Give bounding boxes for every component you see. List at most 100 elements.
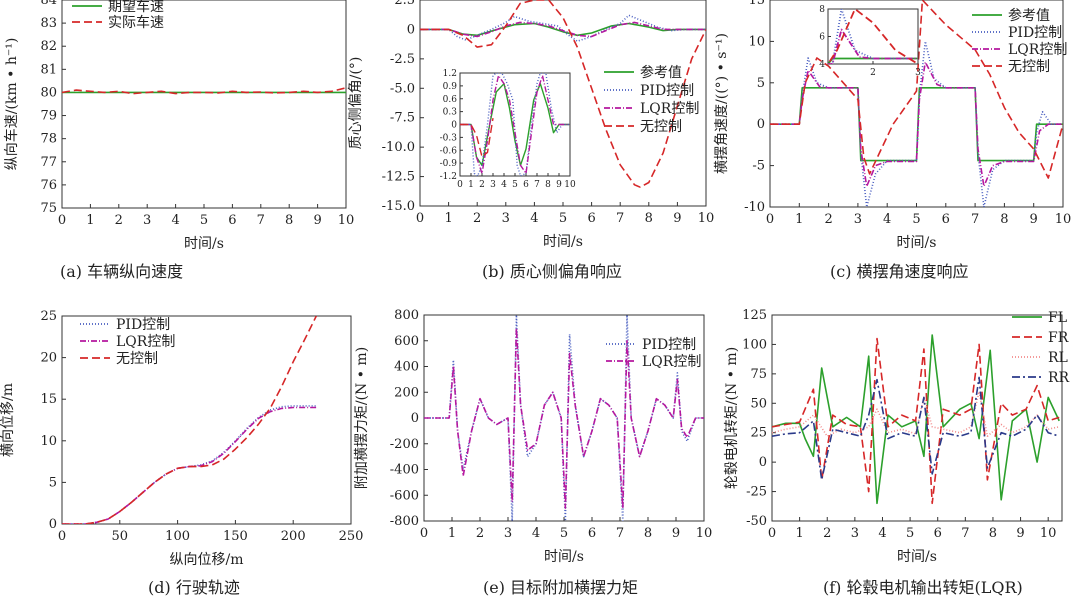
chart-panel-2: 0 1 2 3 4 5 6 7 8 9 10 -10 -5 0 5 10 15 时间/s 横摆角速度/((°) • … <box>714 0 1072 281</box>
panel-caption: (e) 目标附加横摆力矩 <box>483 578 638 597</box>
y-tick-label: 83 <box>40 16 57 31</box>
x-tick-label: 250 <box>339 529 364 544</box>
x-tick-label: 8 <box>644 526 652 541</box>
series-line-0 <box>770 87 1063 162</box>
x-tick-label: 4 <box>532 526 540 541</box>
inset-x-tick-label: 2 <box>479 180 485 190</box>
legend-label: 期望车速 <box>108 0 164 15</box>
legend-label: 参考值 <box>640 64 682 81</box>
x-tick-label: 9 <box>672 526 680 541</box>
legend-label: RR <box>1048 370 1070 386</box>
y-tick-label: -10 <box>744 200 765 215</box>
y-tick-label: -7.5 <box>390 111 415 126</box>
x-tick-label: 0 <box>58 529 66 544</box>
x-tick-label: 9 <box>1016 526 1024 541</box>
chart-panel-1: 0 1 2 3 4 5 6 7 8 9 10-15.0-12.5-10.0-7.5-5.0-2.50… <box>348 0 714 281</box>
x-tick-label: 2 <box>824 212 832 227</box>
x-tick-label: 200 <box>281 529 306 544</box>
inset-x-tick-label: 5 <box>512 180 518 190</box>
legend-label: PID控制 <box>640 83 694 99</box>
x-tick-label: 100 <box>165 529 190 544</box>
legend-label: RL <box>1048 350 1068 366</box>
x-tick-label: 10 <box>1055 212 1072 227</box>
legend-label: 无控制 <box>1008 59 1050 75</box>
y-tick-label: -25 <box>746 485 767 500</box>
y-tick-label: 100 <box>742 337 767 352</box>
inset-plot: 0 1 2 3 4 5 6 7 8 9 10-1.2-0.9-0.6-0.300.30.60.91.… <box>440 69 576 190</box>
x-tick-label: 2 <box>476 526 484 541</box>
y-tick-label: 82 <box>40 39 57 54</box>
y-tick-label: -600 <box>390 488 419 503</box>
x-tick-label: 6 <box>228 213 236 228</box>
inset-series-line-2 <box>460 74 570 175</box>
x-tick-label: 2 <box>115 213 123 228</box>
x-axis-label: 时间/s <box>184 236 224 252</box>
inset-y-tick-label: -1.2 <box>440 172 457 182</box>
x-tick-label: 2 <box>823 526 831 541</box>
x-axis-label: 时间/s <box>544 549 584 565</box>
legend-label: 实际车速 <box>108 14 164 31</box>
series-line-2 <box>770 61 1063 188</box>
y-tick-label: 25 <box>750 426 767 441</box>
inset-x-tick-label: 3 <box>915 68 921 78</box>
inset-y-tick-label: 0.9 <box>443 82 458 92</box>
legend-label: LQR控制 <box>116 334 175 350</box>
x-tick-label: 9 <box>1030 212 1038 227</box>
legend-label: 参考值 <box>1008 7 1050 24</box>
x-tick-label: 10 <box>696 526 713 541</box>
x-tick-label: 8 <box>989 526 997 541</box>
legend: FL FR RL RR <box>1012 310 1070 386</box>
legend-label: FL <box>1048 310 1067 326</box>
y-tick-label: -12.5 <box>382 170 415 185</box>
series-group <box>62 87 346 95</box>
series-line-3 <box>420 0 706 188</box>
inset-y-tick-label: -0.6 <box>440 146 458 156</box>
series-line-1 <box>424 327 704 509</box>
chart-panel-5: 0 1 2 3 4 5 6 7 8 9 10 -50 -25 0 25 50 75 100 125 时间/s 轮毂电机转… <box>724 308 1070 597</box>
y-tick-label: 0 <box>407 22 415 37</box>
y-axis-label: 附加横摆力矩/(N • m) <box>354 347 370 489</box>
panel-caption: (c) 横摆角速度响应 <box>830 262 969 281</box>
y-tick-label: -2.5 <box>390 52 415 67</box>
chart-panel-0: 0 1 2 3 4 5 6 7 8 9 1075767778798081828384时间/s纵向车速… <box>3 0 354 281</box>
x-tick-label: 0 <box>416 211 424 226</box>
inset-x-tick-label: 6 <box>523 180 529 190</box>
y-tick-label: 0 <box>411 411 419 426</box>
y-axis-label: 纵向车速/(km • h⁻¹) <box>3 38 20 171</box>
inset-x-tick-label: 7 <box>534 180 540 190</box>
y-tick-label: 25 <box>40 309 57 324</box>
inset-series-group <box>828 9 918 64</box>
legend-label: 无控制 <box>640 119 682 135</box>
inset-y-tick-label: 0.6 <box>443 95 458 105</box>
inset-x-tick-label: 8 <box>545 180 551 190</box>
y-tick-label: 125 <box>742 308 767 323</box>
inset-x-tick-label: 2 <box>870 68 876 78</box>
y-tick-label: -400 <box>390 463 419 478</box>
legend-label: 无控制 <box>116 351 158 367</box>
x-tick-label: 150 <box>223 529 248 544</box>
chart-panel-3: 0 50 100 150 200 250 0 5 10 15 20 25 纵向位移/m 横向位移/m (d)… <box>0 309 363 597</box>
x-tick-label: 1 <box>795 526 803 541</box>
legend-label: FR <box>1048 330 1069 346</box>
x-tick-label: 8 <box>645 211 653 226</box>
y-tick-label: 5 <box>757 76 765 91</box>
chart-panel-4: 0 1 2 3 4 5 6 7 8 9 10 -800 -600 -400 -200 0 200 400 600 80… <box>354 308 712 597</box>
x-tick-label: 8 <box>1000 212 1008 227</box>
inset-x-tick-label: 9 <box>556 180 562 190</box>
inset-x-tick-label: 1 <box>468 180 474 190</box>
inset-y-tick-label: -0.3 <box>440 133 458 143</box>
y-tick-label: -5 <box>752 159 765 174</box>
x-tick-label: 4 <box>530 211 538 226</box>
x-tick-label: 4 <box>171 213 179 228</box>
y-tick-label: 5 <box>49 475 57 490</box>
series-group <box>772 334 1060 505</box>
y-tick-label: 600 <box>394 334 419 349</box>
legend-label: PID控制 <box>1008 25 1062 41</box>
x-tick-label: 4 <box>878 526 886 541</box>
y-tick-label: 2.5 <box>394 0 415 8</box>
inset-y-tick-label: 4 <box>819 60 825 70</box>
x-tick-label: 4 <box>883 212 891 227</box>
x-tick-label: 3 <box>504 526 512 541</box>
